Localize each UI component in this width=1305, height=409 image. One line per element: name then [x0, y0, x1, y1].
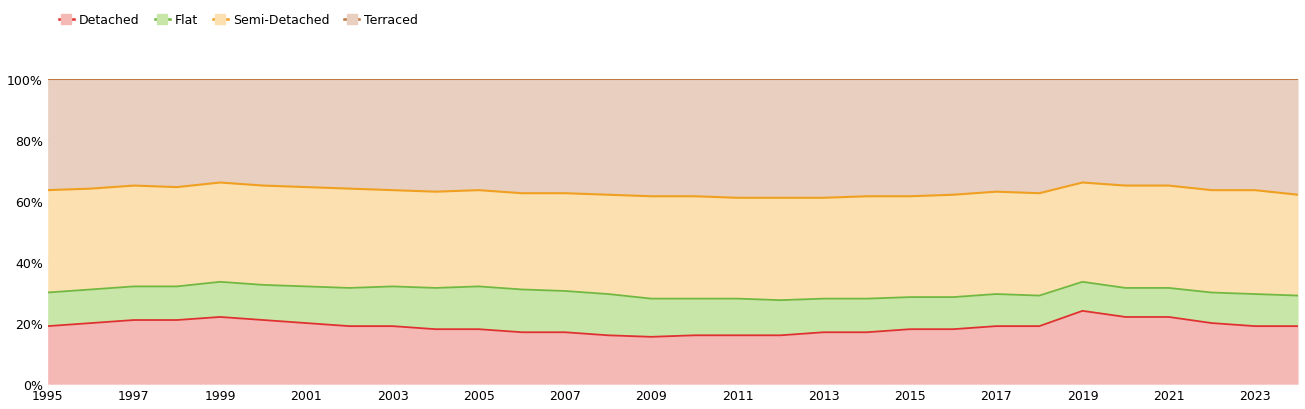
Legend: Detached, Flat, Semi-Detached, Terraced: Detached, Flat, Semi-Detached, Terraced [54, 9, 423, 32]
